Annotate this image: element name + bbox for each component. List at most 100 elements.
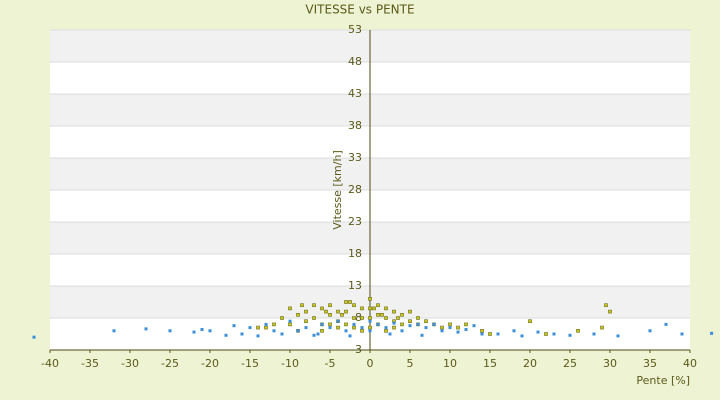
x-tick-label: 25 xyxy=(563,357,577,370)
point xyxy=(448,322,452,327)
point xyxy=(368,296,372,301)
point xyxy=(368,329,372,333)
point xyxy=(320,306,324,311)
point xyxy=(608,309,612,314)
point xyxy=(368,319,372,323)
point xyxy=(112,329,116,333)
point xyxy=(248,326,252,330)
point xyxy=(384,326,388,330)
point xyxy=(304,319,308,324)
point xyxy=(464,328,468,332)
point xyxy=(344,329,348,333)
point xyxy=(320,328,324,333)
y-tick-label: 43 xyxy=(348,87,362,100)
y-tick-label: 33 xyxy=(348,151,362,164)
point xyxy=(480,332,484,336)
point xyxy=(440,329,444,333)
point xyxy=(348,334,352,338)
point xyxy=(528,319,532,324)
point xyxy=(288,306,292,311)
point xyxy=(420,333,424,337)
point xyxy=(272,329,276,333)
x-tick-label: -40 xyxy=(41,357,59,370)
x-tick-label: -25 xyxy=(161,357,179,370)
point xyxy=(416,322,420,326)
point xyxy=(400,329,404,333)
y-tick-label: 28 xyxy=(348,183,362,196)
x-tick-label: 35 xyxy=(643,357,657,370)
point xyxy=(368,325,372,330)
point xyxy=(576,328,580,333)
point xyxy=(368,316,372,320)
point xyxy=(264,325,268,330)
point xyxy=(352,316,356,320)
point xyxy=(392,325,396,330)
y-tick-label: 23 xyxy=(348,215,362,228)
point xyxy=(360,326,364,330)
point xyxy=(256,334,260,338)
point xyxy=(600,325,604,330)
point xyxy=(592,332,596,336)
point xyxy=(544,332,548,336)
point xyxy=(344,300,348,304)
point xyxy=(536,330,540,334)
x-tick-label: -20 xyxy=(201,357,219,370)
point xyxy=(648,329,652,333)
point xyxy=(480,328,484,333)
x-tick-label: 0 xyxy=(367,357,374,370)
point xyxy=(324,309,328,314)
x-axis-label: Pente [%] xyxy=(636,374,690,387)
point xyxy=(352,322,356,326)
point xyxy=(384,306,388,311)
point xyxy=(392,321,396,325)
y-tick-label: 38 xyxy=(348,119,362,132)
point xyxy=(192,330,196,334)
point xyxy=(352,303,356,308)
point xyxy=(424,326,428,330)
point xyxy=(256,325,260,330)
point xyxy=(312,303,316,308)
point xyxy=(232,324,236,328)
point xyxy=(328,312,332,317)
point xyxy=(396,316,400,320)
x-tick-label: 30 xyxy=(603,357,617,370)
y-tick-label: 8 xyxy=(355,311,362,324)
point xyxy=(424,319,428,324)
point xyxy=(568,333,572,337)
point xyxy=(340,312,344,317)
point xyxy=(432,322,436,326)
point xyxy=(264,322,268,326)
point xyxy=(280,332,284,336)
point xyxy=(144,327,148,331)
x-tick-label: 10 xyxy=(443,357,457,370)
x-tick-label: -10 xyxy=(281,357,299,370)
y-tick-label: 18 xyxy=(348,247,362,260)
point xyxy=(328,322,332,327)
point xyxy=(348,300,352,304)
x-tick-label: -15 xyxy=(241,357,259,370)
point xyxy=(336,319,340,323)
point xyxy=(488,332,492,336)
point xyxy=(304,309,308,314)
point xyxy=(400,312,404,317)
point xyxy=(312,333,316,337)
point xyxy=(368,306,372,311)
point xyxy=(336,325,340,330)
point xyxy=(440,325,444,330)
x-tick-label: -30 xyxy=(121,357,139,370)
point xyxy=(408,309,412,314)
point xyxy=(168,329,172,333)
point xyxy=(200,328,204,332)
point xyxy=(360,306,364,311)
point xyxy=(604,303,608,308)
point xyxy=(360,316,364,320)
point xyxy=(464,322,468,327)
point xyxy=(384,316,388,320)
point xyxy=(616,334,620,338)
x-tick-label: 20 xyxy=(523,357,537,370)
point xyxy=(400,322,404,327)
point xyxy=(224,333,228,337)
point xyxy=(664,322,668,326)
point xyxy=(352,325,356,330)
